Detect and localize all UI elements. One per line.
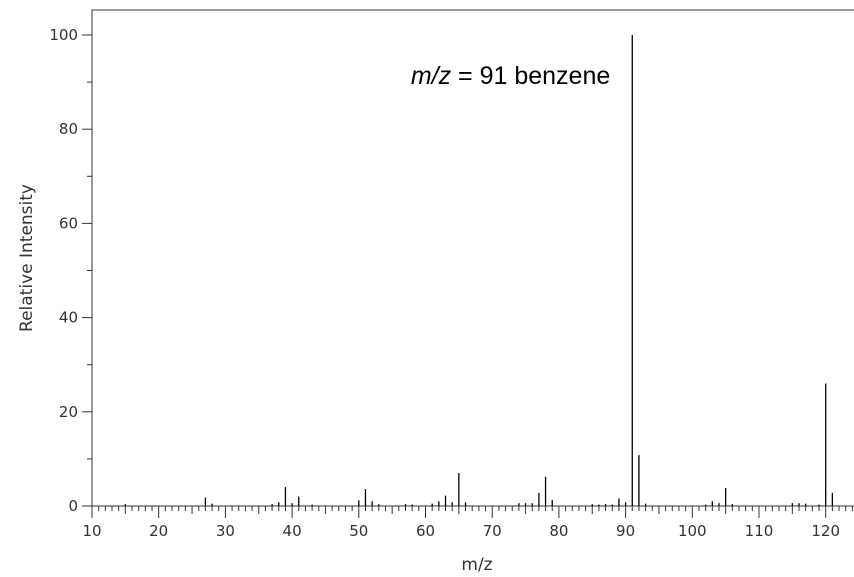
- x-tick-label: 40: [283, 522, 302, 540]
- annotation-mz-label: m/z: [411, 62, 452, 90]
- y-axis-ticks: 0 20 40 60 80 100: [49, 26, 92, 515]
- x-tick-label: 80: [549, 522, 568, 540]
- y-tick-label: 40: [59, 309, 78, 327]
- x-tick-label: 120: [811, 522, 840, 540]
- y-tick-label: 80: [59, 120, 78, 138]
- peak-annotation: m/z = 91 benzene: [411, 62, 610, 90]
- plot-frame: [91, 9, 854, 507]
- y-tick-label: 100: [49, 26, 78, 44]
- annotation-text: = 91 benzene: [451, 62, 610, 90]
- x-tick-label: 30: [216, 522, 235, 540]
- spectrum-peaks: [124, 35, 834, 506]
- x-tick-label: 10: [82, 522, 101, 540]
- x-tick-label: 20: [149, 522, 168, 540]
- x-tick-label: 60: [416, 522, 435, 540]
- x-tick-label: 110: [745, 522, 774, 540]
- x-tick-label: 70: [483, 522, 502, 540]
- x-tick-label: 100: [678, 522, 707, 540]
- y-axis-title: Relative Intensity: [17, 184, 37, 332]
- x-axis-ticks: 10 20 30 40 50 60 70 80 90 100 110 120: [82, 506, 853, 540]
- x-axis-title: m/z: [461, 555, 492, 575]
- y-tick-label: 20: [59, 403, 78, 421]
- y-tick-label: 60: [59, 214, 78, 232]
- x-tick-label: 90: [616, 522, 635, 540]
- y-tick-label: 0: [68, 497, 78, 515]
- x-tick-label: 50: [349, 522, 368, 540]
